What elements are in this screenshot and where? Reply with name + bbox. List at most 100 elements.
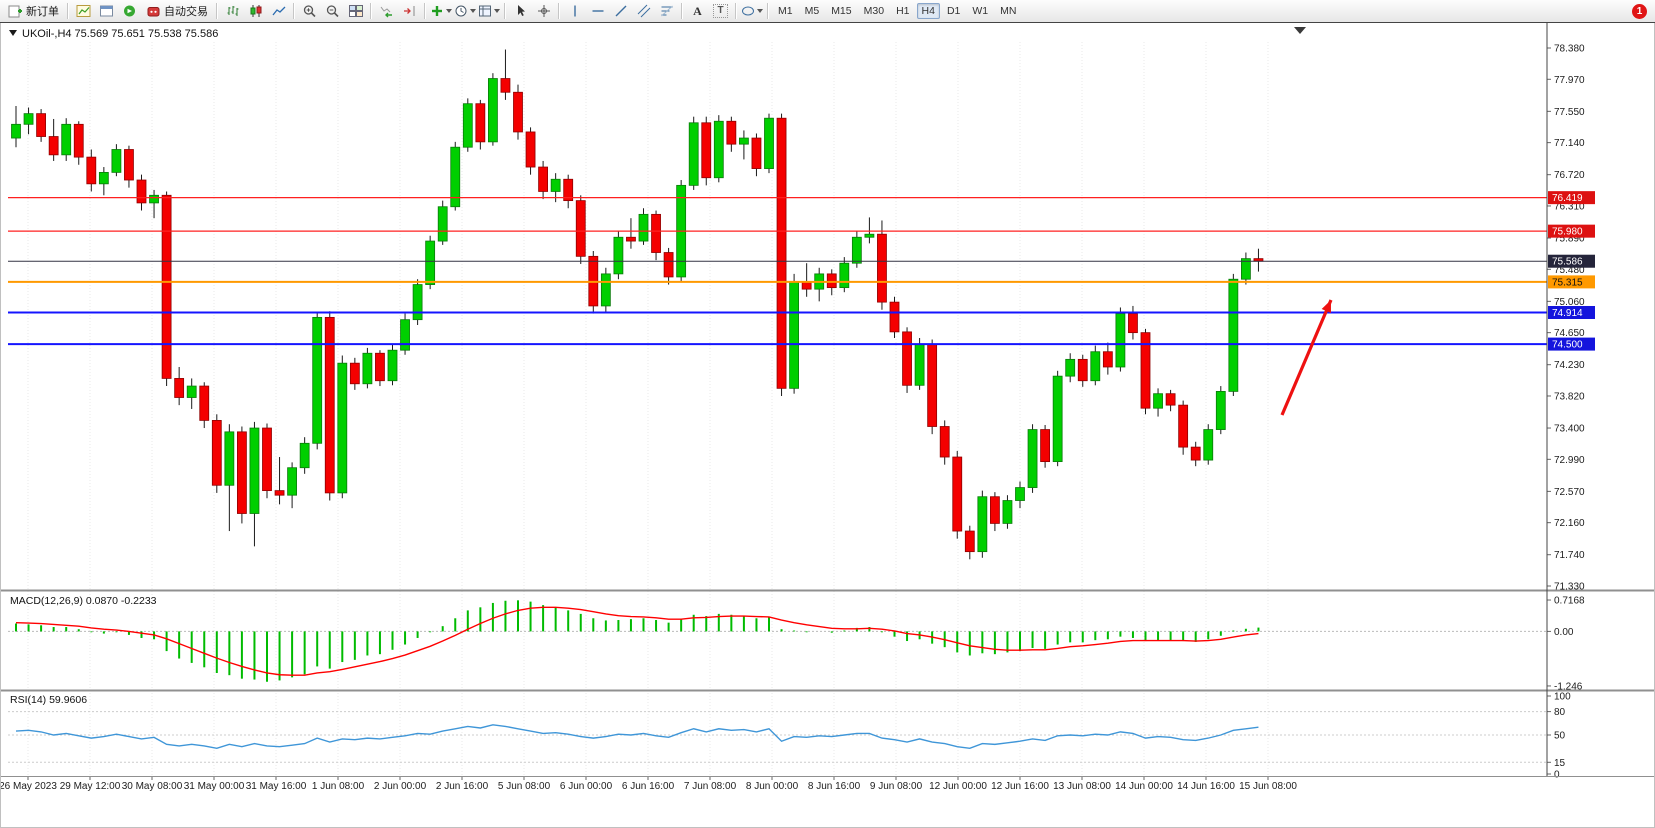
timeframe-h4[interactable]: H4 bbox=[916, 3, 940, 19]
panel-separators[interactable] bbox=[0, 22, 1655, 828]
svg-text:73.400: 73.400 bbox=[1554, 424, 1585, 435]
macd-label: MACD(12,26,9) 0.0870 -0.2233 bbox=[10, 595, 157, 607]
chevron-down-icon bbox=[757, 9, 763, 13]
timeframe-h1[interactable]: H1 bbox=[896, 5, 910, 17]
label-tool-glyph: T bbox=[713, 4, 728, 18]
svg-text:9 Jun 08:00: 9 Jun 08:00 bbox=[870, 781, 923, 792]
svg-text:7 Jun 08:00: 7 Jun 08:00 bbox=[684, 781, 737, 792]
chevron-down-icon bbox=[470, 9, 476, 13]
templates-icon[interactable] bbox=[477, 2, 501, 21]
svg-text:71.740: 71.740 bbox=[1554, 550, 1585, 561]
macd-signal-line bbox=[15, 606, 1259, 676]
profiles-icon[interactable] bbox=[95, 2, 118, 21]
macd-panel: 0.7168 0.00 -1.246 bbox=[8, 596, 1585, 692]
auto-scroll-icon[interactable] bbox=[375, 2, 398, 21]
toolbar-separator bbox=[424, 3, 426, 19]
vertical-gridlines bbox=[27, 42, 1269, 776]
svg-text:73.820: 73.820 bbox=[1554, 391, 1585, 402]
toolbar: 新订单 自动交易 A T M1 M5 M15 M30 H1 H4 D1 W1 M… bbox=[0, 0, 1655, 22]
hline-76.419[interactable]: 76.419 bbox=[8, 191, 1595, 205]
svg-text:8 Jun 00:00: 8 Jun 00:00 bbox=[746, 781, 799, 792]
hline-74.914[interactable]: 74.914 bbox=[8, 305, 1595, 319]
timeframe-m1[interactable]: M1 bbox=[778, 5, 793, 17]
autotrading-icon bbox=[147, 6, 160, 16]
trend-arrow[interactable] bbox=[1280, 299, 1333, 416]
svg-text:30 May 08:00: 30 May 08:00 bbox=[122, 781, 183, 792]
svg-text:2 Jun 00:00: 2 Jun 00:00 bbox=[374, 781, 427, 792]
timeframe-w1[interactable]: W1 bbox=[972, 5, 989, 17]
chart-shift-marker[interactable] bbox=[1294, 27, 1306, 34]
cursor-icon[interactable] bbox=[509, 2, 532, 21]
svg-text:14 Jun 00:00: 14 Jun 00:00 bbox=[1115, 781, 1173, 792]
refresh-icon[interactable] bbox=[118, 2, 141, 21]
new-order-label: 新订单 bbox=[26, 6, 59, 18]
svg-text:14 Jun 16:00: 14 Jun 16:00 bbox=[1177, 781, 1235, 792]
svg-text:72.990: 72.990 bbox=[1554, 455, 1585, 466]
fibonacci-icon[interactable] bbox=[655, 2, 678, 21]
svg-text:50: 50 bbox=[1554, 731, 1566, 742]
svg-text:-1.246: -1.246 bbox=[1554, 681, 1583, 692]
svg-text:74.650: 74.650 bbox=[1554, 328, 1585, 339]
zoom-in-icon[interactable] bbox=[298, 2, 321, 21]
candles bbox=[11, 49, 1264, 560]
horizontal-line-icon[interactable] bbox=[586, 2, 609, 21]
toolbar-separator bbox=[67, 3, 69, 19]
toolbar-separator bbox=[504, 3, 506, 19]
symbol-dropdown-arrow[interactable] bbox=[9, 30, 17, 36]
indicators-add-icon[interactable] bbox=[429, 2, 453, 21]
text-tool-icon[interactable]: A bbox=[693, 3, 702, 18]
hline-75.586[interactable]: 75.586 bbox=[8, 254, 1595, 268]
new-order-icon bbox=[8, 5, 22, 17]
svg-text:75.980: 75.980 bbox=[1552, 227, 1583, 238]
svg-text:0.7168: 0.7168 bbox=[1554, 596, 1585, 607]
svg-text:72.160: 72.160 bbox=[1554, 518, 1585, 529]
chart-shift-icon[interactable] bbox=[398, 2, 421, 21]
rsi-line bbox=[15, 724, 1259, 749]
timeframe-m5[interactable]: M5 bbox=[804, 5, 820, 17]
label-tool-icon[interactable]: T bbox=[709, 2, 732, 21]
candlestick-chart-icon[interactable] bbox=[244, 2, 267, 21]
line-chart-icon[interactable] bbox=[267, 2, 290, 21]
tile-windows-icon[interactable] bbox=[344, 2, 367, 21]
svg-text:71.330: 71.330 bbox=[1554, 581, 1585, 592]
crosshair-icon[interactable] bbox=[532, 2, 555, 21]
chevron-down-icon bbox=[446, 9, 452, 13]
svg-text:0: 0 bbox=[1554, 770, 1560, 781]
notification-badge[interactable]: 1 bbox=[1632, 3, 1647, 19]
bar-chart-icon[interactable] bbox=[221, 2, 244, 21]
timeframe-m15[interactable]: M15 bbox=[831, 5, 852, 17]
zoom-out-icon[interactable] bbox=[321, 2, 344, 21]
svg-text:15 Jun 08:00: 15 Jun 08:00 bbox=[1239, 781, 1297, 792]
autotrading-button[interactable]: 自动交易 bbox=[141, 2, 213, 21]
trendline-icon[interactable] bbox=[609, 2, 632, 21]
chart-title: UKOil-,H4 75.569 75.651 75.538 75.586 bbox=[22, 28, 218, 40]
svg-text:31 May 16:00: 31 May 16:00 bbox=[246, 781, 307, 792]
vertical-line-icon[interactable] bbox=[563, 2, 586, 21]
new-order-button[interactable]: 新订单 bbox=[3, 2, 64, 21]
hline-75.980[interactable]: 75.980 bbox=[8, 224, 1595, 238]
new-chart-icon[interactable] bbox=[72, 2, 95, 21]
price-axis[interactable]: 78.380 77.970 77.550 77.140 76.720 76.310 75.8… bbox=[1547, 44, 1585, 593]
svg-text:77.550: 77.550 bbox=[1554, 107, 1585, 118]
svg-text:13 Jun 08:00: 13 Jun 08:00 bbox=[1053, 781, 1111, 792]
svg-text:100: 100 bbox=[1554, 692, 1571, 703]
timeframe-m30[interactable]: M30 bbox=[863, 5, 885, 17]
hline-75.315[interactable]: 75.315 bbox=[8, 275, 1595, 289]
chevron-down-icon bbox=[494, 9, 500, 13]
timeframe-mn[interactable]: MN bbox=[1000, 5, 1017, 17]
shapes-icon[interactable] bbox=[740, 2, 764, 21]
svg-text:80: 80 bbox=[1554, 707, 1566, 718]
timeframe-d1[interactable]: D1 bbox=[946, 5, 961, 17]
rsi-panel: 100 80 50 150 bbox=[8, 692, 1571, 781]
time-axis[interactable]: 26 May 2023 29 May 12:00 30 May 08:00 31 Ma… bbox=[0, 776, 1297, 792]
svg-text:74.500: 74.500 bbox=[1552, 340, 1583, 351]
hline-74.500[interactable]: 74.500 bbox=[8, 337, 1595, 351]
svg-text:76.720: 76.720 bbox=[1554, 170, 1585, 181]
svg-text:31 May 00:00: 31 May 00:00 bbox=[184, 781, 245, 792]
svg-text:78.380: 78.380 bbox=[1554, 44, 1585, 55]
svg-text:75.480: 75.480 bbox=[1554, 265, 1585, 276]
periods-clock-icon[interactable] bbox=[453, 2, 477, 21]
channel-icon[interactable] bbox=[632, 2, 655, 21]
toolbar-separator bbox=[767, 3, 769, 19]
